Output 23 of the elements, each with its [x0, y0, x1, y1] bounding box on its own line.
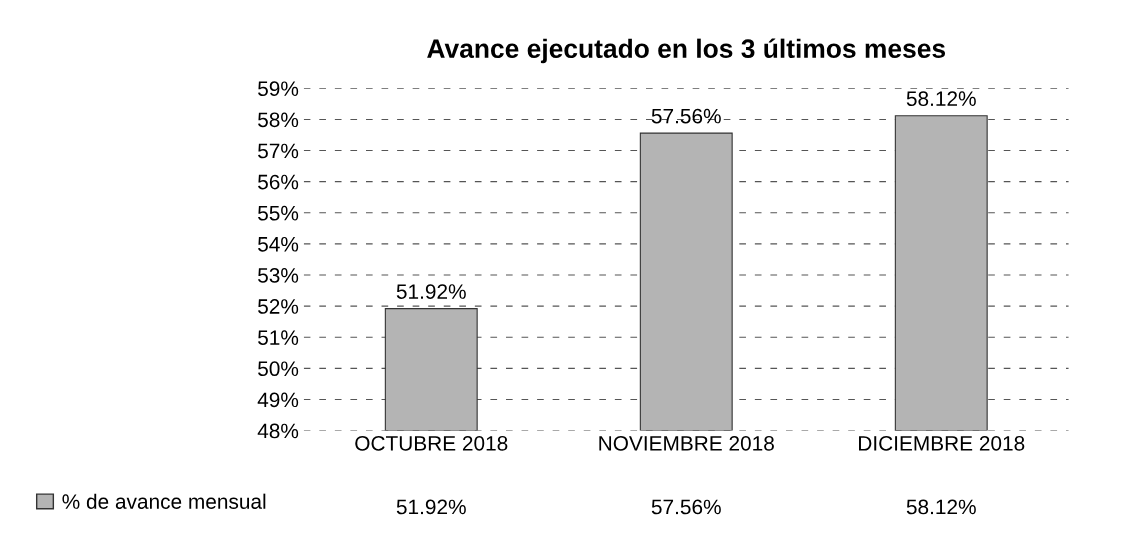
x-tick-label: DICIEMBRE 2018 [859, 435, 1025, 451]
y-tick-label: 52% [258, 299, 299, 314]
x-tick-label: OCTUBRE 2018 [355, 435, 508, 451]
data-label: 57.56% [651, 499, 721, 515]
y-tick-label: 50% [258, 361, 299, 377]
y-tick-label: 54% [258, 236, 299, 252]
y-tick-label: 48% [257, 423, 299, 439]
y-tick-label: 59% [258, 81, 299, 97]
y-tick-label: 55% [258, 205, 299, 221]
legend-label: % de avance mensual [62, 493, 266, 509]
x-tick-label: NOVIEMBRE 2018 [599, 435, 774, 451]
y-tick-label: 58% [258, 112, 299, 128]
y-tick-label: 49% [257, 392, 299, 408]
data-label: 51.92% [396, 499, 466, 515]
y-tick-label: 51% [258, 330, 299, 345]
text: 51.92% [396, 284, 466, 299]
y-tick-label: 57% [258, 143, 299, 159]
text: 57.56% [651, 108, 721, 124]
chart-title: Avance ejecutado en los 3 últimos meses [427, 38, 946, 64]
y-tick-label: 53% [258, 268, 299, 283]
data-label: 58.12% [906, 499, 976, 515]
y-tick-label: 56% [258, 174, 299, 190]
text: 58.12% [906, 91, 976, 107]
